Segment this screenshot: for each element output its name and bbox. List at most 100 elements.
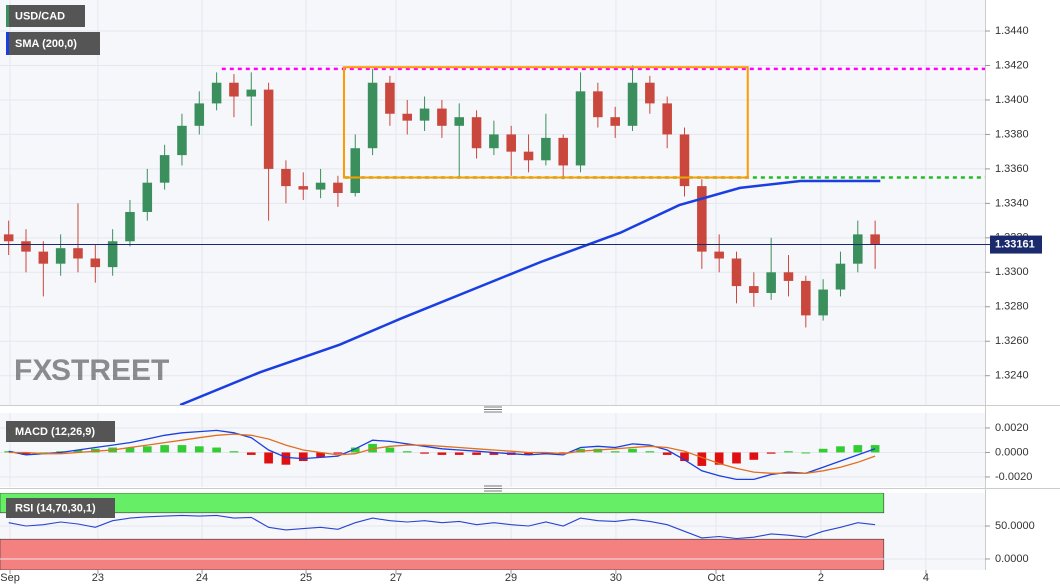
rsi-band <box>0 538 885 570</box>
y-tick-label: 1.3360 <box>995 163 1029 175</box>
last-price-label: 1.33161 <box>995 238 1035 250</box>
label-box <box>6 32 100 55</box>
y-tick-label: -0.0020 <box>995 471 1032 483</box>
y-tick-label: 1.3240 <box>995 370 1029 382</box>
histogram-bar <box>628 448 637 453</box>
y-tick-label: 1.3380 <box>995 128 1029 140</box>
histogram-bar <box>56 451 65 453</box>
rsi-line <box>8 514 876 540</box>
candle-body <box>437 108 447 126</box>
x-tick-label: 2 <box>818 572 824 584</box>
label-box <box>6 498 115 518</box>
histogram-bar <box>437 452 447 455</box>
rsi-band <box>0 493 885 514</box>
candle-body <box>281 168 291 187</box>
candle-body <box>73 248 83 259</box>
plot-layer: Sep 23 24 25 27 29 30 Oct 2 41.32401.32601.32801.… <box>0 0 1042 584</box>
x-tick-label: 29 <box>505 572 517 584</box>
candle-body <box>229 82 239 97</box>
candle-body <box>783 272 794 281</box>
x-tick-label: 27 <box>390 572 402 584</box>
histogram-bar <box>472 452 481 455</box>
histogram-bar <box>697 452 707 466</box>
histogram-bar <box>680 452 689 462</box>
candle-body <box>159 155 170 183</box>
y-tick-label: 0.0000 <box>995 553 1029 565</box>
candle-body <box>766 272 776 293</box>
histogram-bar <box>333 452 343 454</box>
histogram-bar <box>818 448 828 453</box>
candle-body <box>645 82 655 104</box>
indicator-label: MACD (12,26,9) <box>15 426 95 438</box>
candle-body <box>211 82 222 104</box>
symbol-label: USD/CAD <box>15 10 65 22</box>
histogram-bar <box>801 452 811 454</box>
histogram-bar <box>298 452 308 462</box>
candle-body <box>801 280 811 316</box>
y-tick-label: 0.0020 <box>995 422 1029 434</box>
x-tick-label: 25 <box>300 572 312 584</box>
range-box <box>342 66 749 179</box>
histogram-bar <box>316 452 325 458</box>
candle-body <box>350 148 361 194</box>
x-tick-label: 23 <box>92 572 104 584</box>
label-box <box>6 5 85 27</box>
candle-body <box>575 91 586 166</box>
histogram-bar <box>610 451 620 453</box>
histogram-bar <box>853 445 863 453</box>
y-tick-label: 0.0000 <box>995 446 1029 458</box>
histogram-bar <box>73 450 83 453</box>
candle-body <box>55 248 66 264</box>
indicator-label: RSI (14,70,30,1) <box>15 502 96 514</box>
candle-body <box>853 234 863 264</box>
candle-body <box>506 134 516 152</box>
macd-line <box>8 429 876 481</box>
candle-body <box>697 186 707 252</box>
histogram-bar <box>766 452 776 454</box>
candle-body <box>627 82 638 126</box>
watermark: FX <box>14 354 52 387</box>
candle-body <box>90 258 101 268</box>
label-box <box>6 421 115 442</box>
candle-body <box>593 91 603 118</box>
candle-body <box>194 103 205 126</box>
candle-body <box>3 234 14 242</box>
candle-body <box>38 251 49 264</box>
resize-grip[interactable] <box>484 406 502 492</box>
candle-body <box>125 211 135 242</box>
y-tick-label: 1.3440 <box>995 25 1029 37</box>
histogram-bar <box>662 452 672 455</box>
indicator-label: SMA (200,0) <box>15 38 77 50</box>
histogram-bar <box>732 452 741 464</box>
histogram-bar <box>281 452 291 465</box>
histogram-bar <box>229 451 239 453</box>
candle-body <box>835 263 846 290</box>
candle-body <box>298 186 309 190</box>
candle-body <box>749 286 759 293</box>
candle-body <box>367 82 378 149</box>
candle-body <box>818 289 828 316</box>
candle-body <box>402 113 413 121</box>
x-tick-label: 30 <box>610 572 622 584</box>
y-tick-label: 1.3400 <box>995 94 1029 106</box>
histogram-bar <box>350 447 360 453</box>
y-tick-label: 50.0000 <box>995 520 1035 532</box>
candle-body <box>714 251 724 259</box>
label-accent <box>6 32 9 55</box>
x-tick-label: Sep <box>0 572 20 584</box>
histogram-bar <box>524 452 533 455</box>
histogram-bar <box>212 447 221 453</box>
candle-body <box>610 117 620 126</box>
candle-body <box>541 137 551 161</box>
y-tick-label: 1.3280 <box>995 301 1029 313</box>
x-tick-label: 24 <box>196 572 208 584</box>
y-tick-label: 1.3260 <box>995 335 1029 347</box>
histogram-bar <box>749 452 759 460</box>
histogram-bar <box>246 452 256 455</box>
watermark: STREET <box>51 354 169 387</box>
candle-body <box>662 103 672 135</box>
candle-body <box>315 182 326 190</box>
y-tick-label: 1.3420 <box>995 59 1029 71</box>
histogram-bar <box>125 447 135 453</box>
